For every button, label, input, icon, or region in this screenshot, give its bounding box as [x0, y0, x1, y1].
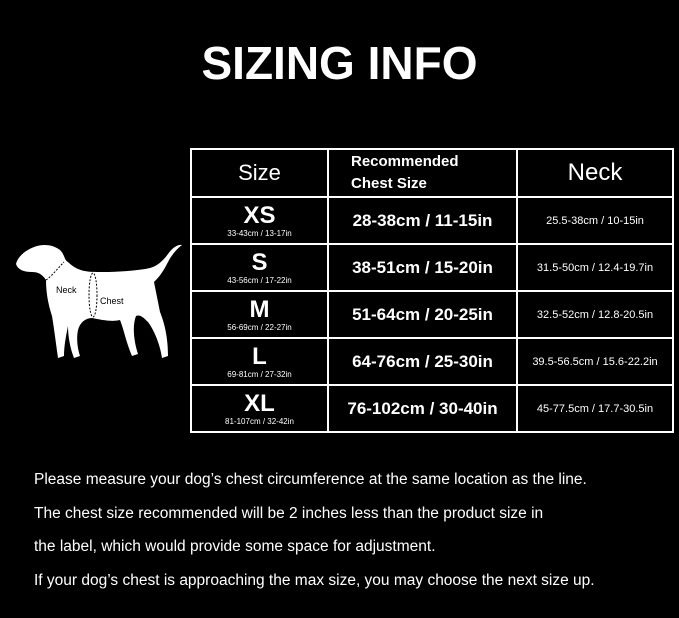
neck-cell: 25.5-38cm / 10-15in — [516, 196, 674, 245]
size-range: 56-69cm / 22-27in — [227, 322, 292, 332]
chest-cell: 28-38cm / 11-15in — [327, 196, 518, 245]
chest-cell: 38-51cm / 15-20in — [327, 243, 518, 292]
size-cell: S 43-56cm / 17-22in — [190, 243, 329, 292]
table-row: XS 33-43cm / 13-17in 28-38cm / 11-15in 25… — [190, 196, 674, 245]
size-cell: XS 33-43cm / 13-17in — [190, 196, 329, 245]
neck-cell: 39.5-56.5cm / 15.6-22.2in — [516, 337, 674, 386]
dog-illustration: Neck Chest — [16, 244, 182, 358]
table-row: S 43-56cm / 17-22in 38-51cm / 15-20in 31.… — [190, 243, 674, 292]
size-range: 33-43cm / 13-17in — [227, 228, 292, 238]
header-chest-line2: Chest Size — [351, 175, 427, 192]
note-line: the label, which would provide some spac… — [34, 538, 436, 555]
size-range: 69-81cm / 27-32in — [227, 369, 292, 379]
header-chest: Recommended Chest Size — [327, 148, 518, 198]
note-line: The chest size recommended will be 2 inc… — [34, 504, 544, 522]
table-row: XL 81-107cm / 32-42in 76-102cm / 30-40in … — [190, 384, 674, 433]
size-range: 43-56cm / 17-22in — [227, 275, 292, 285]
table-header-row: Size Recommended Chest Size Neck — [190, 148, 674, 198]
neck-cell: 31.5-50cm / 12.4-19.7in — [516, 243, 674, 292]
table-row: M 56-69cm / 22-27in 51-64cm / 20-25in 32.… — [190, 290, 674, 339]
header-chest-line1: Recommended — [351, 153, 459, 170]
size-cell: L 69-81cm / 27-32in — [190, 337, 329, 386]
page-title: SIZING INFO — [201, 37, 478, 89]
table-row: L 69-81cm / 27-32in 64-76cm / 25-30in 39.… — [190, 337, 674, 386]
header-neck: Neck — [516, 148, 674, 198]
measurement-notes: Please measure your dog’s chest circumfe… — [34, 468, 595, 602]
size-label: XL — [244, 389, 275, 417]
size-label: S — [251, 248, 268, 276]
neck-label: Neck — [56, 285, 77, 295]
header-size: Size — [190, 148, 329, 198]
size-label: XS — [243, 201, 276, 229]
chest-cell: 64-76cm / 25-30in — [327, 337, 518, 386]
size-range: 81-107cm / 32-42in — [225, 416, 294, 426]
neck-cell: 45-77.5cm / 17.7-30.5in — [516, 384, 674, 433]
dog-silhouette — [16, 244, 182, 358]
size-label: M — [249, 295, 270, 323]
chest-cell: 51-64cm / 20-25in — [327, 290, 518, 339]
neck-cell: 32.5-52cm / 12.8-20.5in — [516, 290, 674, 339]
size-cell: XL 81-107cm / 32-42in — [190, 384, 329, 433]
sizing-table: Size Recommended Chest Size Neck XS 33-43c… — [190, 148, 674, 433]
size-label: L — [252, 342, 267, 370]
size-cell: M 56-69cm / 22-27in — [190, 290, 329, 339]
note-line: If your dog’s chest is approaching the m… — [34, 571, 595, 589]
chest-label: Chest — [100, 296, 124, 306]
chest-cell: 76-102cm / 30-40in — [327, 384, 518, 433]
note-line: Please measure your dog’s chest circumfe… — [34, 471, 587, 488]
